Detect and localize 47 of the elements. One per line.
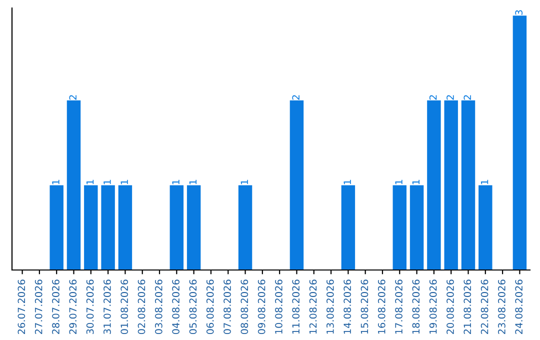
data-label: 3 [515, 10, 523, 15]
x-tick-label: 07.08.2026 [224, 280, 231, 334]
x-tick-label: 02.08.2026 [138, 280, 146, 334]
data-label: 1 [412, 180, 420, 184]
data-label: 2 [429, 95, 437, 100]
data-label: 1 [172, 180, 180, 184]
x-tick-label: 05.08.2026 [189, 280, 197, 334]
data-label: 2 [464, 95, 471, 100]
x-tick-label: 15.08.2026 [360, 280, 368, 334]
x-tick-label: 21.08.2026 [464, 280, 472, 334]
data-label: 1 [481, 180, 488, 184]
x-tick-label: 08.08.2026 [240, 280, 248, 334]
x-tick-label: 23.08.2026 [498, 280, 506, 334]
x-tick-label: 28.07.2026 [52, 280, 60, 334]
data-label: 1 [104, 180, 111, 184]
data-label: 1 [395, 180, 402, 184]
x-tick-label: 11.08.2026 [292, 280, 300, 334]
x-tick-label: 10.08.2026 [275, 280, 282, 334]
x-tick-label: 27.07.2026 [34, 280, 42, 334]
data-label: 1 [52, 180, 60, 184]
x-tick-label: 09.08.2026 [258, 280, 266, 334]
data-label: 1 [120, 180, 128, 184]
x-tick-label: 26.07.2026 [18, 280, 26, 334]
x-tick-label: 01.08.2026 [120, 280, 128, 334]
data-label: 1 [86, 180, 94, 184]
x-tick-label: 24.08.2026 [515, 280, 523, 334]
data-label: 1 [344, 180, 351, 184]
x-tick-label: 20.08.2026 [446, 280, 454, 334]
x-tick-label: 30.07.2026 [86, 280, 94, 334]
x-tick-label: 06.08.2026 [206, 280, 214, 334]
x-tick-label: 14.08.2026 [344, 280, 352, 334]
x-tick-label: 17.08.2026 [395, 280, 402, 334]
x-tick-label: 16.08.2026 [378, 280, 386, 334]
x-tick-label: 19.08.2026 [429, 280, 437, 334]
data-label: 2 [69, 95, 76, 100]
data-label: 1 [240, 180, 248, 184]
data-label: 2 [446, 95, 454, 100]
data-label: 2 [292, 95, 300, 100]
x-tick-label: 29.07.2026 [69, 280, 77, 334]
x-tick-label: 03.08.2026 [154, 280, 162, 334]
x-tick-label: 12.08.2026 [309, 280, 317, 334]
x-tick-label: 18.08.2026 [412, 280, 420, 334]
x-tick-label: 22.08.2026 [480, 280, 488, 334]
x-tick-label: 31.07.2026 [104, 280, 111, 334]
x-tick-label: 04.08.2026 [172, 280, 180, 334]
data-label: 1 [189, 180, 196, 184]
x-tick-label: 13.08.2026 [326, 280, 334, 334]
